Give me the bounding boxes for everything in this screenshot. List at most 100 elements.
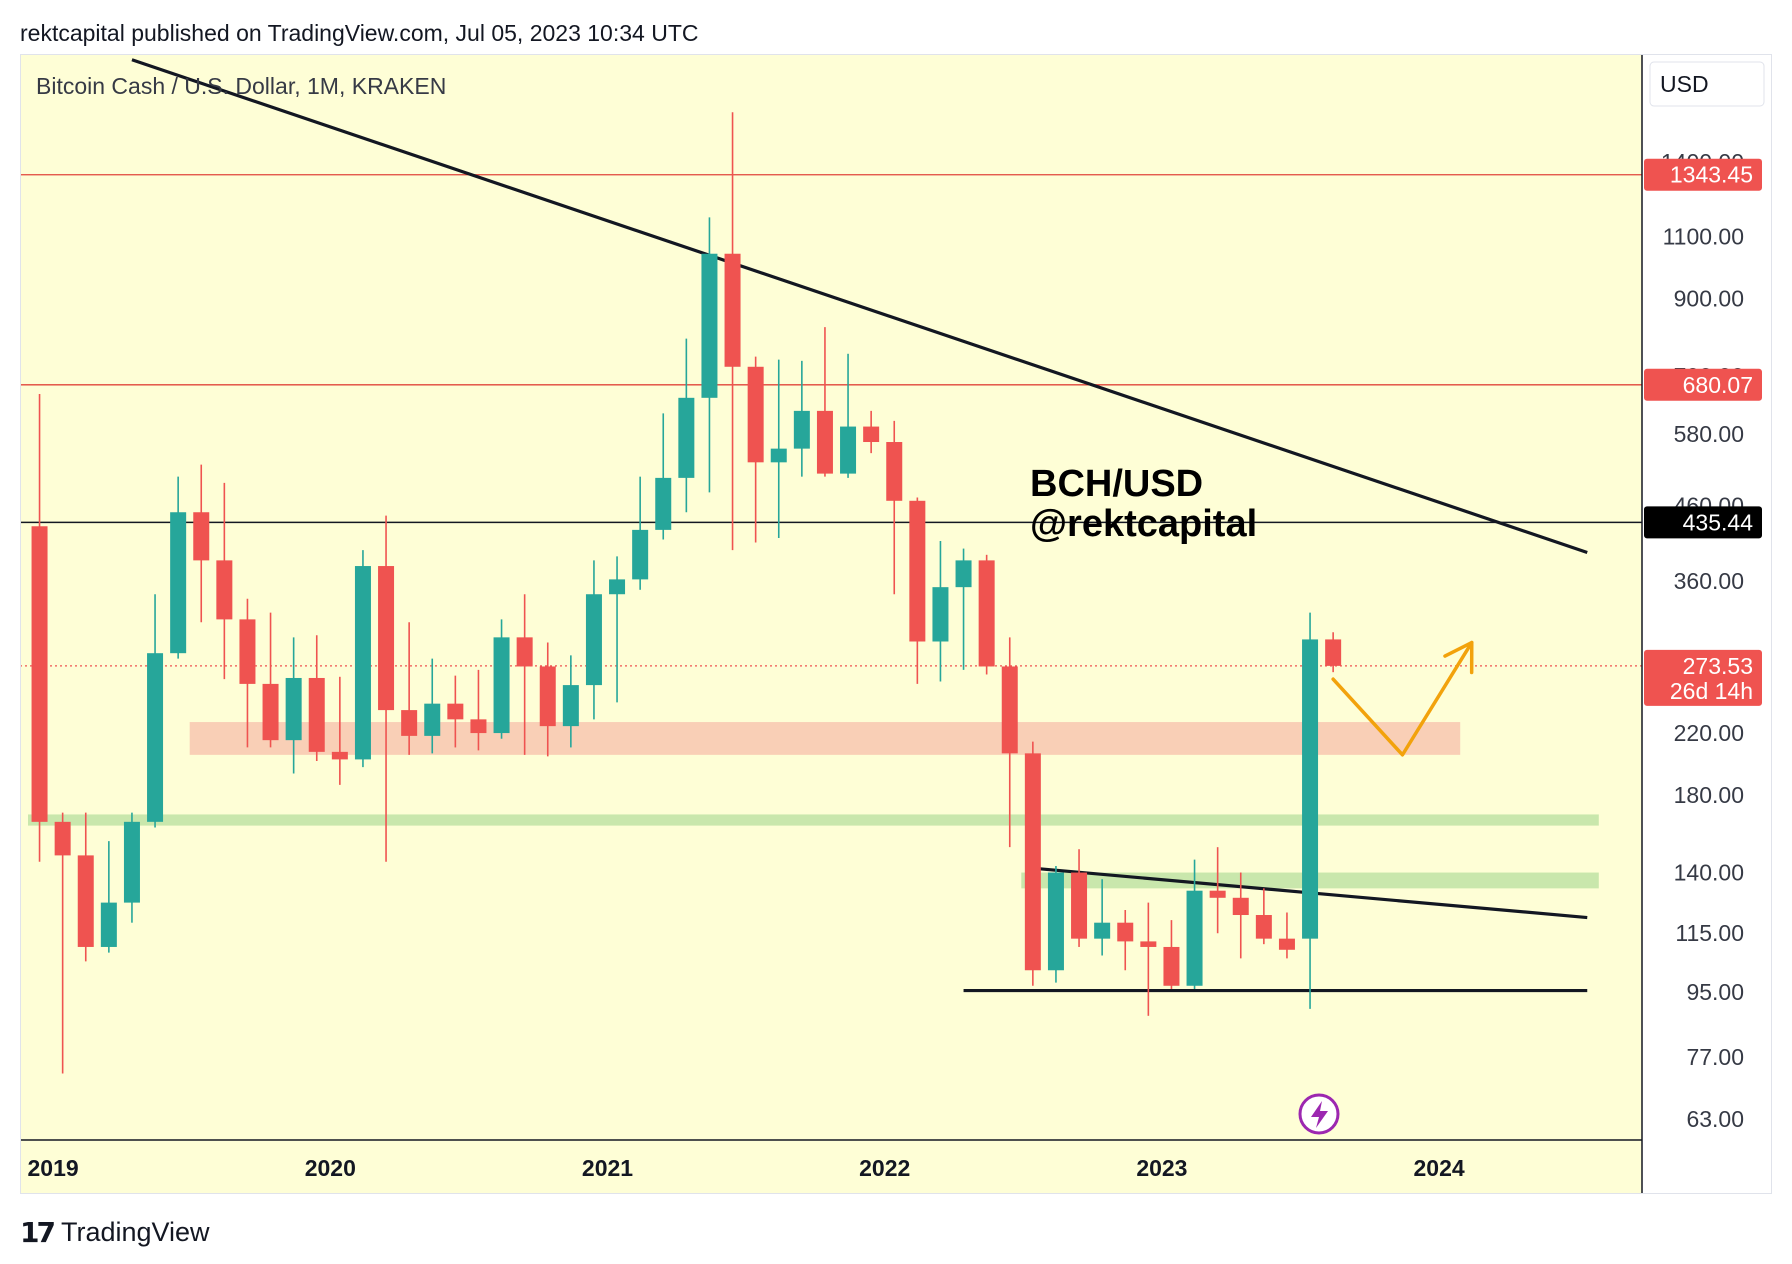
candle[interactable] [747,356,764,543]
candle-body [863,426,880,443]
candle-body [1047,872,1064,971]
candle[interactable] [1255,888,1272,945]
candle[interactable] [840,353,857,478]
candle[interactable] [678,338,695,513]
candle[interactable] [1163,920,1180,989]
candle[interactable] [447,675,464,748]
candle[interactable] [378,515,395,862]
candle[interactable] [793,360,810,477]
candle[interactable] [1209,847,1226,934]
candle[interactable] [401,622,418,755]
candle-body [470,719,487,734]
x-tick-label: 2023 [1136,1155,1187,1181]
candle-body [1094,922,1111,939]
candle[interactable] [609,556,626,703]
price-label-value: 273.53 [1683,653,1753,679]
candle-body [285,677,302,741]
y-tick-label: 95.00 [1686,979,1744,1005]
candle-body [678,397,695,478]
candle-body [1302,639,1319,939]
currency-selector[interactable] [1649,61,1765,107]
candle[interactable] [1186,859,1203,989]
candle-body [77,855,94,947]
candle[interactable] [1094,879,1111,956]
candle[interactable] [909,497,926,684]
candle[interactable] [1278,912,1295,959]
candle[interactable] [724,112,741,551]
footer-brand[interactable]: 17 TradingView [20,1216,210,1249]
candle[interactable] [193,464,210,623]
candle-body [331,751,348,760]
candle[interactable] [216,482,233,680]
candle[interactable] [1024,741,1041,986]
lightning-event-icon[interactable] [1298,1093,1340,1135]
candle[interactable] [1325,632,1342,673]
chart-svg[interactable]: 1400.001100.00900.00700.00580.00460.0036… [20,54,1772,1194]
candle[interactable] [816,327,833,477]
candle[interactable] [955,548,972,670]
candle[interactable] [1001,637,1018,848]
candle[interactable] [308,635,325,761]
candle[interactable] [516,594,533,755]
candle[interactable] [1140,902,1157,1016]
candle[interactable] [863,410,880,454]
candle-body [770,448,787,463]
candle[interactable] [285,637,302,774]
candlestick-chart[interactable]: 1400.001100.00900.00700.00580.00460.0036… [20,54,1772,1194]
candle[interactable] [655,413,672,540]
candle[interactable] [770,359,787,538]
tradingview-brand: TradingView [60,1217,210,1247]
candle[interactable] [170,476,187,659]
y-tick-label: 180.00 [1674,782,1744,808]
candle[interactable] [31,394,48,862]
candle-body [955,560,972,588]
candle[interactable] [100,841,117,953]
candle[interactable] [147,594,164,828]
candle[interactable] [1302,612,1319,1009]
candle[interactable] [539,642,556,757]
price-label-box [1644,368,1762,401]
chart-border [20,54,1772,1194]
y-tick-label: 77.00 [1686,1044,1744,1070]
candle-body [262,683,279,741]
candle[interactable] [932,540,949,682]
y-tick-label: 220.00 [1674,720,1744,746]
candle[interactable] [1117,909,1134,971]
candle[interactable] [424,658,441,754]
candle-body [978,560,995,667]
candle[interactable] [1232,872,1249,959]
price-label-countdown: 26d 14h [1670,678,1753,704]
candle[interactable] [978,554,995,675]
y-tick-label: 1100.00 [1663,223,1744,249]
green-zone-upper [28,814,1599,826]
candle-body [1186,890,1203,986]
candle-body [424,703,441,736]
candle[interactable] [470,669,487,751]
candle[interactable] [585,560,602,720]
candle[interactable] [886,420,903,595]
candle[interactable] [632,476,649,590]
candle[interactable] [123,812,140,923]
candle[interactable] [562,655,579,748]
candle[interactable] [239,598,256,748]
candle-body [1209,890,1226,898]
candle-body [1001,666,1018,754]
candle[interactable] [1071,849,1088,947]
candle-body [562,685,579,727]
candle[interactable] [77,812,94,962]
candle-body [816,410,833,474]
chart-annotation: BCH/USD@rektcapital [1030,463,1257,545]
candle-body [1140,941,1157,947]
candle-body [632,529,649,580]
candle[interactable] [354,550,371,768]
candle[interactable] [701,217,718,493]
candle-body [308,677,325,752]
candle[interactable] [262,612,279,748]
candle[interactable] [331,676,348,785]
candle[interactable] [1047,865,1064,983]
candle-body [1163,946,1180,986]
candle[interactable] [493,619,510,739]
candle[interactable] [54,812,71,1074]
candle-body [1232,897,1249,916]
candle-body [1325,639,1342,666]
